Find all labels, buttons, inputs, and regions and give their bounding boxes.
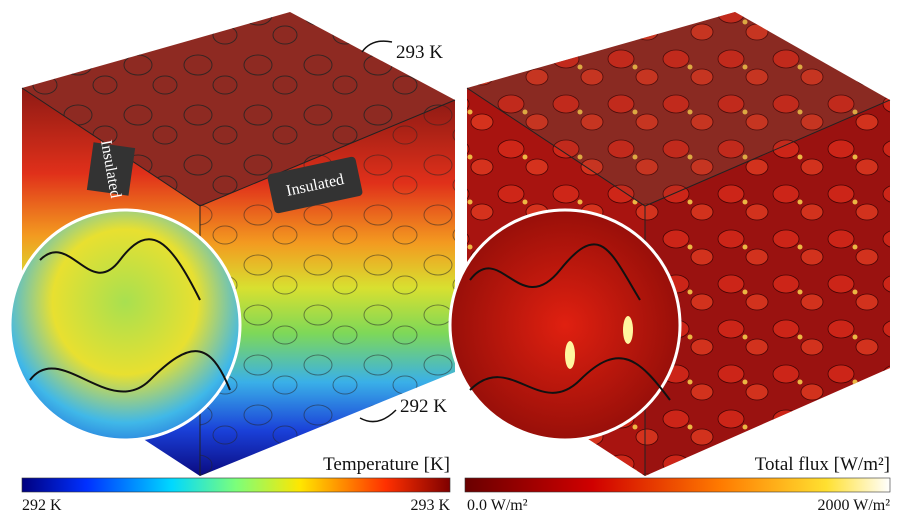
flux-colorbar — [465, 478, 890, 492]
caption: Temperature [K] — [323, 454, 450, 475]
bottom-temperature: 292 K — [400, 396, 447, 417]
colorbar-max: 2000 W/m² — [818, 497, 891, 514]
temperature-cube — [10, 12, 455, 476]
top-temperature: 293 K — [396, 42, 443, 63]
colorbar-min: 0.0 W/m² — [467, 497, 528, 514]
temperature-colorbar — [22, 478, 450, 492]
figure: Insulated Insulated 293 K 292 K Temperat… — [0, 0, 897, 519]
colorbar-min: 292 K — [22, 497, 62, 514]
caption: Total flux [W/m²] — [755, 454, 890, 475]
colorbar-max: 293 K — [410, 497, 450, 514]
flux-cube — [450, 12, 890, 476]
